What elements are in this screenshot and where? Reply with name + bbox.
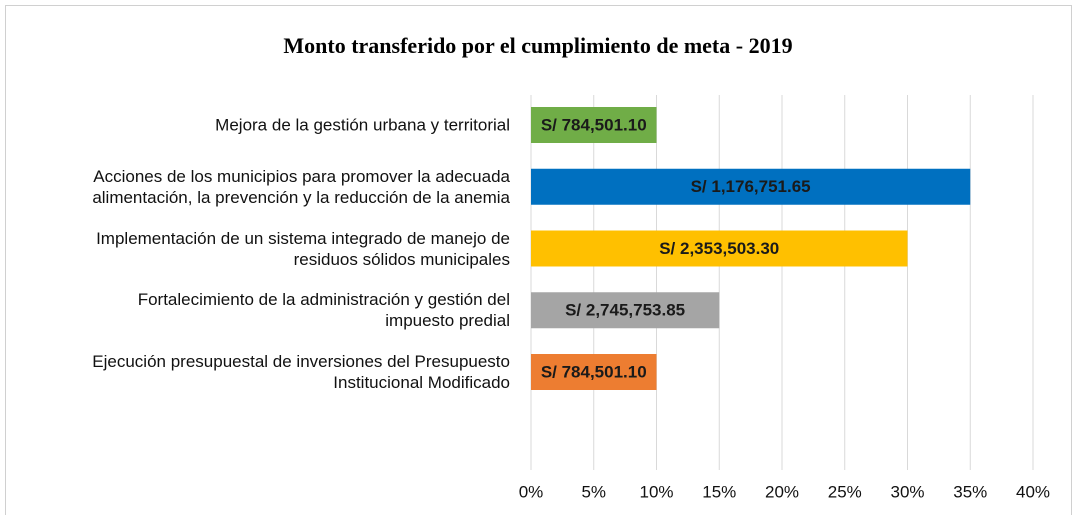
bar-annotation: S/ 2,745,753.85 xyxy=(565,301,685,320)
chart-title: Monto transferido por el cumplimiento de… xyxy=(283,33,792,58)
x-tick-label: 0% xyxy=(519,482,544,501)
chart-border xyxy=(5,5,1072,515)
y-tick-label: Acciones de los municipios para promover… xyxy=(92,166,510,207)
bar xyxy=(531,230,908,267)
y-tick-label: Fortalecimiento de la administración y g… xyxy=(137,290,510,331)
bar xyxy=(531,292,720,329)
x-tick-label: 10% xyxy=(639,482,673,501)
x-tick-label: 35% xyxy=(953,482,987,501)
y-tick-label: Implementación de un sistema integrado d… xyxy=(96,228,510,269)
x-tick-label: 20% xyxy=(765,482,799,501)
bar-annotation: S/ 784,501.10 xyxy=(541,362,647,381)
y-tick-label: Mejora de la gestión urbana y territoria… xyxy=(215,115,510,135)
bar xyxy=(531,168,971,205)
y-tick-label: Ejecución presupuestal de inversiones de… xyxy=(92,352,510,392)
bar-annotation: S/ 1,176,751.65 xyxy=(691,177,811,196)
bar-annotation: S/ 784,501.10 xyxy=(541,115,647,134)
bar xyxy=(531,107,657,143)
bar xyxy=(531,354,657,390)
x-tick-label: 40% xyxy=(1016,482,1050,501)
x-tick-label: 5% xyxy=(581,482,606,501)
bar-annotation: S/ 2,353,503.30 xyxy=(659,239,779,258)
x-tick-label: 30% xyxy=(890,482,924,501)
x-tick-label: 15% xyxy=(702,482,736,501)
x-tick-label: 25% xyxy=(828,482,862,501)
